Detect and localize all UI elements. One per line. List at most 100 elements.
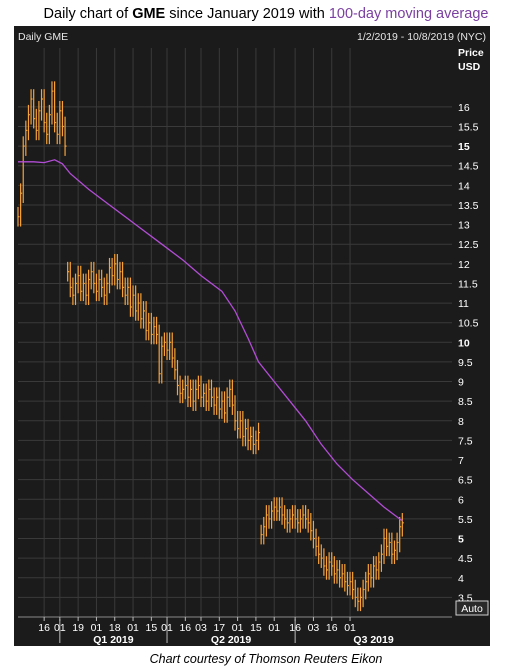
y-tick-label: 14.5 <box>458 161 479 173</box>
y-tick-label: 11.5 <box>458 278 478 290</box>
price-bar <box>108 257 112 294</box>
x-tick-label: 01 <box>268 622 280 634</box>
price-bar <box>367 564 370 592</box>
price-bar <box>80 265 83 302</box>
price-bar <box>370 564 373 588</box>
x-tick-label: 19 <box>72 622 84 634</box>
y-tick-label: 6.5 <box>458 475 473 487</box>
price-bar <box>307 509 310 533</box>
y-axis-ticks: 3.544.555.566.577.588.599.51010.51111.51… <box>458 102 479 605</box>
price-bar <box>25 120 28 156</box>
price-bar <box>346 571 349 596</box>
price-bar <box>247 418 250 451</box>
y-tick-label: 7 <box>458 455 464 467</box>
chart-header: Daily GME 1/2/2019 - 10/8/2019 (NYC) Pri… <box>18 31 486 73</box>
price-bar <box>234 395 237 431</box>
price-bar <box>310 513 313 541</box>
price-bar <box>137 293 140 321</box>
price-bar <box>33 89 36 129</box>
price-bar <box>336 560 339 584</box>
price-bar <box>166 332 169 360</box>
price-bar <box>250 426 253 451</box>
price-bar <box>242 410 245 447</box>
price-bar <box>386 528 389 557</box>
price-bar <box>362 579 365 608</box>
price-bar <box>294 505 297 529</box>
price-bar <box>331 552 334 576</box>
price-bar <box>61 100 64 137</box>
price-bar <box>98 269 101 302</box>
price-bar <box>20 183 23 227</box>
price-bar <box>153 316 156 345</box>
price-axis-label-2: USD <box>458 61 481 73</box>
price-bar <box>359 587 362 612</box>
title-ma-label: 100-day moving average <box>328 6 489 22</box>
auto-button-frame[interactable] <box>455 600 489 616</box>
price-bar <box>365 571 368 600</box>
price-bar <box>124 277 127 306</box>
price-bar <box>401 513 404 537</box>
price-bar <box>260 524 263 545</box>
x-tick-label: 01 <box>232 622 244 634</box>
quarter-label: Q1 2019 <box>93 634 133 646</box>
y-tick-label: 12.5 <box>458 239 479 251</box>
price-bar <box>302 505 305 529</box>
price-bar <box>95 273 98 302</box>
price-bar <box>40 89 44 121</box>
x-tick-label: 16 <box>38 622 50 634</box>
price-bar <box>399 516 402 553</box>
price-bar <box>54 81 57 133</box>
x-tick-label: 18 <box>109 622 121 634</box>
grid-lines <box>18 48 452 617</box>
price-bar <box>197 375 200 400</box>
price-bar <box>338 560 342 588</box>
price-bar <box>72 277 75 306</box>
price-bar <box>174 348 177 380</box>
price-bar <box>116 254 119 290</box>
price-bar <box>299 509 302 533</box>
auto-button[interactable]: Auto <box>455 600 489 616</box>
price-bar <box>239 410 242 439</box>
y-tick-label: 10 <box>458 337 470 349</box>
auto-button-label[interactable]: Auto <box>461 603 483 615</box>
price-bar <box>187 375 190 408</box>
price-bar <box>148 312 151 341</box>
price-bar <box>257 422 261 451</box>
price-bar <box>216 387 219 415</box>
title-prefix: Daily chart of <box>43 6 133 22</box>
moving-average-line <box>18 159 403 522</box>
price-bar <box>135 285 138 321</box>
price-bar <box>291 505 295 529</box>
price-bar <box>271 501 274 529</box>
price-bar <box>182 379 185 404</box>
price-bar <box>30 89 33 125</box>
price-bar <box>315 528 318 557</box>
price-bar <box>213 387 216 415</box>
price-axis-label-1: Price <box>458 47 484 59</box>
price-bar <box>237 410 240 439</box>
price-bar <box>244 418 247 447</box>
y-tick-label: 8.5 <box>458 396 473 408</box>
price-bar <box>252 426 255 455</box>
price-bar <box>119 261 122 290</box>
price-bar <box>74 273 78 306</box>
price-bar <box>391 532 394 565</box>
price-bar <box>349 571 352 596</box>
y-tick-label: 11 <box>458 298 469 310</box>
x-tick-label: 15 <box>145 622 157 634</box>
y-tick-label: 12 <box>458 259 470 271</box>
price-bar <box>208 379 211 411</box>
price-bar <box>284 505 287 529</box>
price-bar <box>56 112 59 145</box>
price-bar <box>372 556 376 588</box>
price-bar <box>158 324 161 384</box>
price-bar <box>218 387 221 419</box>
price-bar <box>200 375 203 408</box>
price-bar <box>375 556 378 580</box>
price-bar <box>48 104 51 145</box>
title-ticker: GME <box>132 6 166 22</box>
y-tick-label: 4.5 <box>458 553 473 565</box>
price-bar <box>127 277 130 306</box>
price-bar <box>121 261 125 298</box>
